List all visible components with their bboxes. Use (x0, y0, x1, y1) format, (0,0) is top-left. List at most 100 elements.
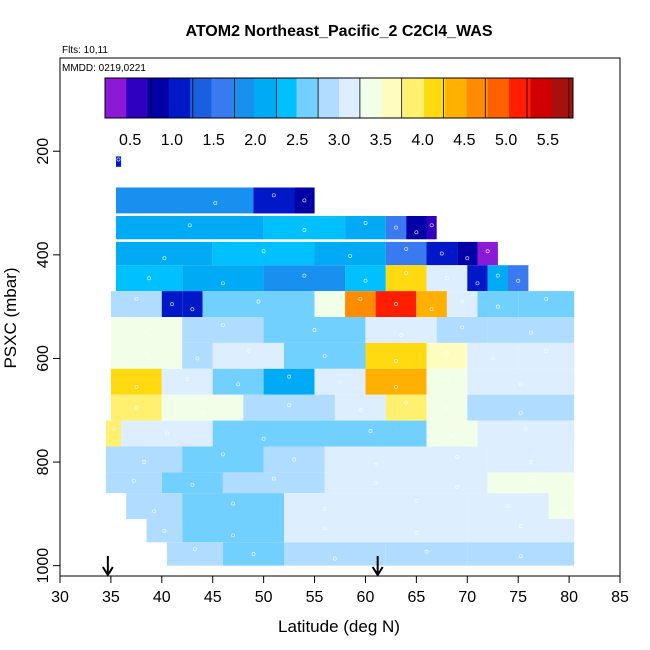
heatmap-cell (385, 241, 427, 266)
heatmap-cell (314, 241, 386, 266)
sample-point (518, 410, 523, 415)
sample-point (450, 434, 454, 439)
x-tick-label: 45 (204, 589, 222, 606)
sample-point (544, 296, 549, 301)
sample-point (358, 408, 363, 413)
heatmap-cell (110, 394, 162, 421)
heatmap-cell (116, 241, 213, 266)
sample-point (475, 281, 480, 286)
sample-point (187, 223, 192, 228)
heatmap-cell (146, 519, 183, 543)
heatmap-cell (365, 317, 437, 343)
x-tick-label: 80 (560, 589, 578, 606)
y-axis-label: PSXC (mbar) (1, 267, 20, 368)
heatmap-cell (426, 216, 437, 240)
colorbar-swatch (253, 78, 276, 118)
sample-point (220, 322, 225, 327)
sample-point (455, 484, 460, 489)
heatmap-cell (314, 420, 427, 447)
heatmap-cell (182, 291, 203, 317)
colorbar-tick-label: 4.0 (411, 132, 433, 149)
sample-point (429, 307, 434, 312)
sample-point (251, 552, 256, 556)
sample-point (200, 410, 205, 415)
sample-point (394, 384, 398, 389)
colorbar-tick-label: 2.0 (244, 132, 266, 149)
heatmap-cell (110, 342, 183, 369)
colorbar-swatch (126, 78, 148, 118)
heatmap-cell (263, 265, 346, 292)
sample-point (220, 452, 225, 457)
heatmap-cell (426, 420, 478, 447)
heatmap-cell (284, 519, 366, 543)
colorbar-tick-label: 1.0 (161, 132, 183, 149)
sample-point (332, 556, 337, 561)
sample-point (559, 509, 564, 514)
heatmap-cell (345, 265, 386, 292)
sample-point (162, 528, 167, 533)
colorbar-swatch (381, 78, 404, 118)
colorbar-tick-label: 5.0 (495, 132, 517, 149)
colorbar-swatch (190, 78, 212, 118)
heatmap-cell (446, 291, 478, 317)
sample-point (147, 276, 152, 281)
heatmap-cell (182, 265, 264, 292)
sample-point (429, 223, 434, 228)
colorbar-swatch (360, 78, 382, 118)
heatmap-cell (314, 368, 366, 395)
sample-point (246, 348, 251, 353)
flights-note: Flts: 10,11 (62, 45, 108, 56)
heatmap-cell (110, 291, 162, 317)
sample-point (528, 330, 533, 335)
sample-point (256, 299, 261, 304)
sample-point (190, 482, 195, 487)
colorbar-swatch (211, 78, 234, 118)
sample-point (144, 351, 149, 356)
heatmap-cell (365, 342, 427, 369)
heatmap-cell (161, 394, 244, 421)
colorbar-swatch (296, 78, 319, 118)
colorbar-swatch (339, 78, 361, 118)
heatmap-cell (212, 342, 284, 369)
sample-point (465, 256, 470, 261)
sample-point (322, 526, 327, 531)
heatmap-cell (467, 368, 575, 395)
x-tick-label: 35 (102, 589, 120, 606)
sample-point (302, 273, 307, 278)
heatmap-cell (467, 493, 549, 519)
heatmap-cell (426, 394, 468, 421)
arrow-head (371, 566, 384, 577)
sample-point (142, 460, 146, 464)
sample-point (460, 325, 465, 330)
heatmap-cell (406, 216, 427, 240)
sample-point (485, 249, 490, 254)
colorbar-swatch (424, 78, 446, 118)
heatmap-cell (263, 216, 346, 240)
colorbar-swatch (487, 78, 510, 118)
heatmap-cell (426, 368, 468, 395)
sample-point (312, 328, 317, 332)
sample-point (185, 377, 190, 382)
sample-point (134, 384, 139, 389)
heatmap-cell (426, 446, 488, 473)
sample-point (348, 253, 353, 258)
heatmap-cell (345, 216, 386, 240)
heatmap-cell (294, 187, 315, 214)
heatmap-cell (105, 420, 122, 447)
colorbar-tick-label: 4.5 (453, 132, 475, 149)
sample-point (490, 356, 495, 361)
x-tick-label: 40 (153, 589, 171, 606)
heatmap-cell (182, 493, 284, 519)
x-tick-label: 70 (458, 589, 476, 606)
colorbar-swatch (147, 78, 170, 118)
sample-point (271, 193, 276, 198)
arrow-head (102, 566, 114, 577)
heatmap-cell (324, 472, 427, 494)
sample-point (213, 201, 218, 205)
sample-point (322, 506, 327, 511)
heatmap-cell (222, 542, 284, 566)
sample-point (544, 348, 549, 353)
heatmap-cell (105, 472, 162, 494)
sample-point (116, 157, 121, 162)
